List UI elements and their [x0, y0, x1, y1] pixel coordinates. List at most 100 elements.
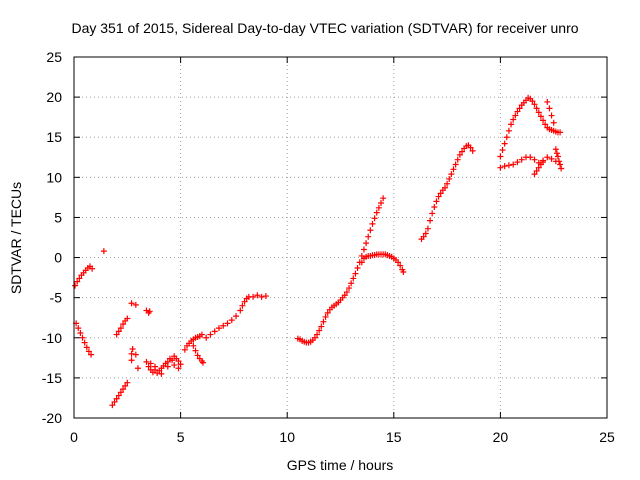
data-point	[531, 101, 538, 108]
data-point	[198, 331, 205, 338]
data-point	[397, 262, 404, 269]
axis-ticks	[73, 56, 608, 419]
data-point	[134, 365, 141, 372]
data-point	[122, 382, 129, 389]
data-point	[120, 321, 127, 328]
data-point	[505, 162, 512, 169]
data-point	[556, 158, 563, 165]
data-point	[177, 361, 184, 368]
data-point	[120, 386, 127, 393]
data-point	[207, 331, 214, 338]
x-tick-label: 20	[493, 429, 509, 445]
data-point	[181, 346, 188, 353]
data-point	[508, 121, 515, 128]
data-point	[228, 317, 235, 324]
data-point	[535, 109, 542, 116]
plot-frame	[73, 56, 608, 419]
data-point	[324, 309, 331, 316]
data-point	[239, 302, 246, 309]
chart-title: Day 351 of 2015, Sidereal Day-to-day VTE…	[71, 20, 578, 36]
y-tick-label: -10	[42, 330, 62, 346]
data-point	[76, 275, 83, 282]
data-point	[510, 161, 517, 168]
data-point	[132, 301, 139, 308]
data-point	[322, 313, 329, 320]
data-point	[459, 148, 466, 155]
data-point	[237, 307, 244, 314]
data-point	[158, 370, 165, 377]
data-point	[450, 166, 457, 173]
data-point	[354, 264, 361, 271]
data-point	[124, 315, 131, 322]
data-point	[378, 200, 385, 207]
data-point	[371, 215, 378, 222]
data-point	[505, 127, 512, 134]
data-point	[132, 351, 139, 358]
y-tick-label: 25	[46, 49, 62, 65]
data-point	[553, 150, 560, 157]
data-point	[369, 220, 376, 227]
x-tick-label: 10	[279, 429, 295, 445]
x-tick-label: 15	[386, 429, 402, 445]
data-point	[435, 193, 442, 200]
data-point	[467, 144, 474, 151]
data-point	[548, 112, 555, 119]
data-point	[531, 156, 538, 163]
data-point	[437, 190, 444, 197]
data-point	[400, 268, 407, 275]
data-point	[346, 285, 353, 292]
data-point	[194, 352, 201, 359]
data-point	[452, 161, 459, 168]
data-point	[164, 363, 171, 370]
data-point	[124, 379, 131, 386]
data-point	[129, 346, 136, 353]
data-point	[533, 105, 540, 112]
data-point	[111, 398, 118, 405]
y-tick-label: 10	[46, 169, 62, 185]
data-point	[431, 204, 438, 211]
data-point	[550, 119, 557, 126]
data-point	[427, 217, 434, 224]
data-point	[128, 350, 135, 357]
data-point	[542, 121, 549, 128]
data-point	[535, 164, 542, 171]
x-tick-label: 25	[599, 429, 615, 445]
data-point	[501, 140, 508, 147]
y-tick-label: 0	[54, 250, 62, 266]
y-axis-label: SDTVAR / TECUs	[8, 182, 24, 294]
data-point	[316, 327, 323, 334]
data-point	[429, 210, 436, 217]
data-point	[262, 293, 269, 300]
data-point	[518, 156, 525, 163]
data-point	[117, 389, 124, 396]
data-point	[557, 161, 564, 168]
data-point	[72, 282, 79, 289]
data-point	[367, 227, 374, 234]
data-point	[128, 300, 135, 307]
data-point	[203, 334, 210, 341]
data-point	[544, 98, 551, 105]
data-point	[531, 171, 538, 178]
data-point	[254, 292, 261, 299]
data-point	[220, 322, 227, 329]
data-point	[233, 313, 240, 320]
data-point	[544, 154, 551, 161]
data-point	[365, 233, 372, 240]
data-point	[113, 331, 120, 338]
data-point	[546, 105, 553, 112]
data-point	[117, 325, 124, 332]
data-point	[79, 334, 86, 341]
data-point	[258, 293, 265, 300]
data-point	[115, 392, 122, 399]
data-points	[72, 94, 565, 409]
data-point	[533, 167, 540, 174]
data-point	[74, 278, 81, 285]
data-point	[81, 339, 88, 346]
data-point	[85, 348, 92, 355]
data-point	[441, 184, 448, 191]
data-point	[497, 153, 504, 160]
data-point	[444, 180, 451, 187]
data-point	[175, 358, 182, 365]
data-point	[75, 325, 82, 332]
x-tick-labels: 0 5 10 15 20 25	[70, 429, 615, 445]
